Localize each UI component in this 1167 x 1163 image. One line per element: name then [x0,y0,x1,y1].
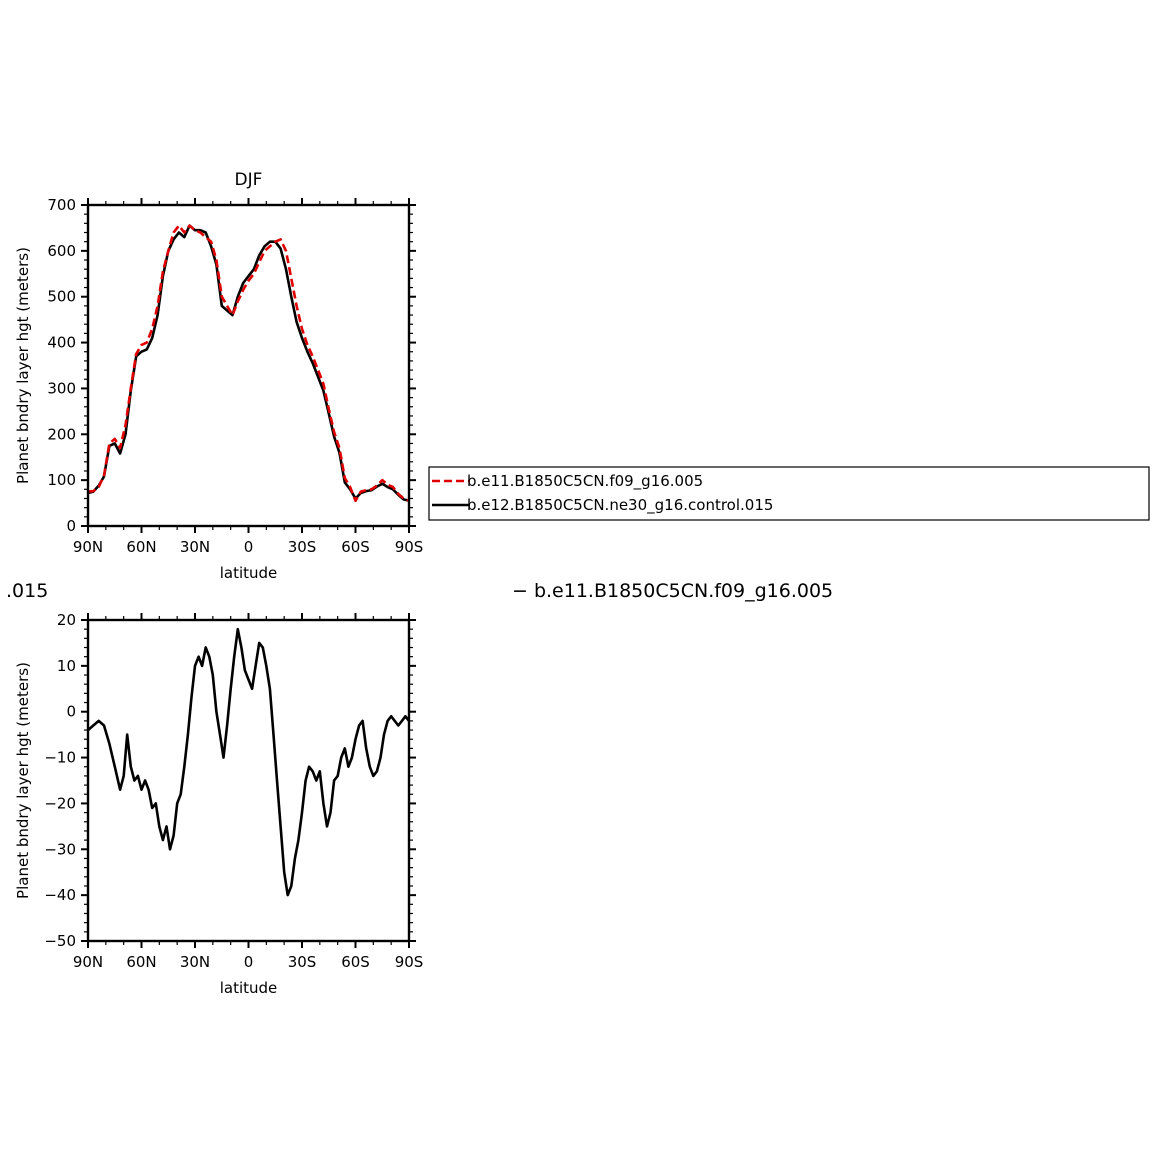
x-tick-label: 0 [244,538,254,556]
plot-frame [86,203,411,528]
y-tick-label: 20 [57,611,76,629]
x-tick-label: 60S [341,953,370,971]
y-tick-label: 0 [66,703,76,721]
x-tick-label: 90S [395,953,424,971]
x-tick-label: 60N [126,538,156,556]
plot-frame [86,618,411,943]
x-tick-label: 60S [341,538,370,556]
x-tick-label: 90N [73,538,103,556]
x-axis-title: latitude [220,979,278,997]
chart-panel-2: 90N 60N 30N 0 30S 60S 90S −50 −40 −30 −20 −10 0 10 20 l… [6,580,833,997]
y-tick-label: 500 [47,288,76,306]
diff-header-left: .015 [6,580,48,602]
y-tick-label: −30 [44,840,76,858]
y-tick-label: 0 [66,517,76,535]
y-tick-label: 600 [47,242,76,260]
series-line-1-2 [88,224,409,503]
x-tick-label: 30S [288,538,317,556]
legend: b.e11.B1850C5CN.f09_g16.005 b.e12.B1850C5… [428,466,1150,521]
series-line-2-1 [88,627,409,897]
y-tick-label: −50 [44,932,76,950]
x-tick-label: 30S [288,953,317,971]
x-tick-label: 90S [395,538,424,556]
x-axis-title: latitude [220,564,278,582]
y-tick-label: −20 [44,794,76,812]
chart-title: DJF [235,170,263,190]
x-tick-label: 60N [126,953,156,971]
diff-header-right: − b.e11.B1850C5CN.f09_g16.005 [512,580,833,602]
y-axis-title: Planet bndry layer hgt (meters) [14,662,32,899]
x-tick-label: 0 [244,953,254,971]
legend-label: b.e12.B1850C5CN.ne30_g16.control.015 [467,496,773,515]
y-tick-label: 200 [47,425,76,443]
y-tick-label: −10 [44,749,76,767]
y-tick-label: 300 [47,379,76,397]
chart-panel-1: 90N 60N 30N 0 30S 60S 90S 0 100 200 300 400 500 600 70… [14,170,1150,582]
legend-box [428,466,1150,521]
y-axis-title: Planet bndry layer hgt (meters) [14,247,32,484]
y-tick-label: −40 [44,886,76,904]
y-tick-label: 400 [47,334,76,352]
x-tick-label: 90N [73,953,103,971]
legend-label: b.e11.B1850C5CN.f09_g16.005 [467,472,703,491]
x-tick-label: 30N [180,538,210,556]
y-tick-label: 100 [47,471,76,489]
y-tick-label: 700 [47,196,76,214]
series-line-1-1 [88,224,409,503]
y-tick-label: 10 [57,657,76,675]
x-tick-label: 30N [180,953,210,971]
